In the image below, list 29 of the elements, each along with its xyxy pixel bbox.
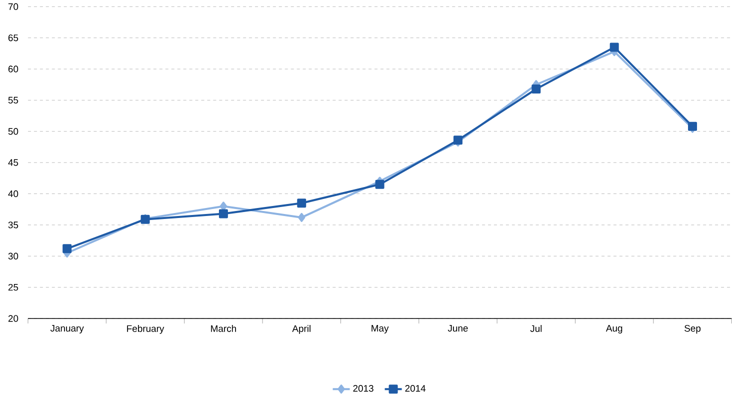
point: [532, 84, 541, 94]
x-tick-label: January: [50, 324, 84, 334]
y-tick-label: 65: [8, 34, 18, 41]
x-tick-label: June: [448, 324, 468, 332]
legend-label: 2013: [353, 384, 374, 392]
y-tick-label: 45: [8, 159, 18, 166]
x-tick-label: March: [211, 324, 236, 332]
y-tick-label: 60: [8, 65, 18, 72]
y-tick-label: 20: [8, 314, 18, 322]
x-tick-label: Aug: [606, 324, 622, 334]
point: [298, 212, 306, 222]
y-tick-label: 70: [8, 3, 18, 10]
point: [610, 42, 619, 52]
x-tick-label: Sep: [684, 324, 701, 334]
point: [62, 244, 72, 253]
y-tick-label: 50: [8, 128, 18, 135]
y-tick-label: 55: [8, 96, 18, 104]
y-tick-label: 25: [8, 284, 18, 290]
point: [297, 198, 306, 208]
legend-label: 2014: [405, 384, 426, 392]
y-tick-label: 40: [8, 190, 18, 197]
x-tick-label: May: [372, 324, 389, 334]
point: [218, 208, 228, 218]
x-tick-label: February: [127, 324, 164, 334]
point: [375, 180, 384, 189]
y-tick-label: 35: [8, 221, 18, 228]
y-tick-label: 30: [8, 252, 18, 260]
x-tick-label: April: [292, 324, 310, 334]
x-tick-label: Jul: [530, 324, 542, 332]
